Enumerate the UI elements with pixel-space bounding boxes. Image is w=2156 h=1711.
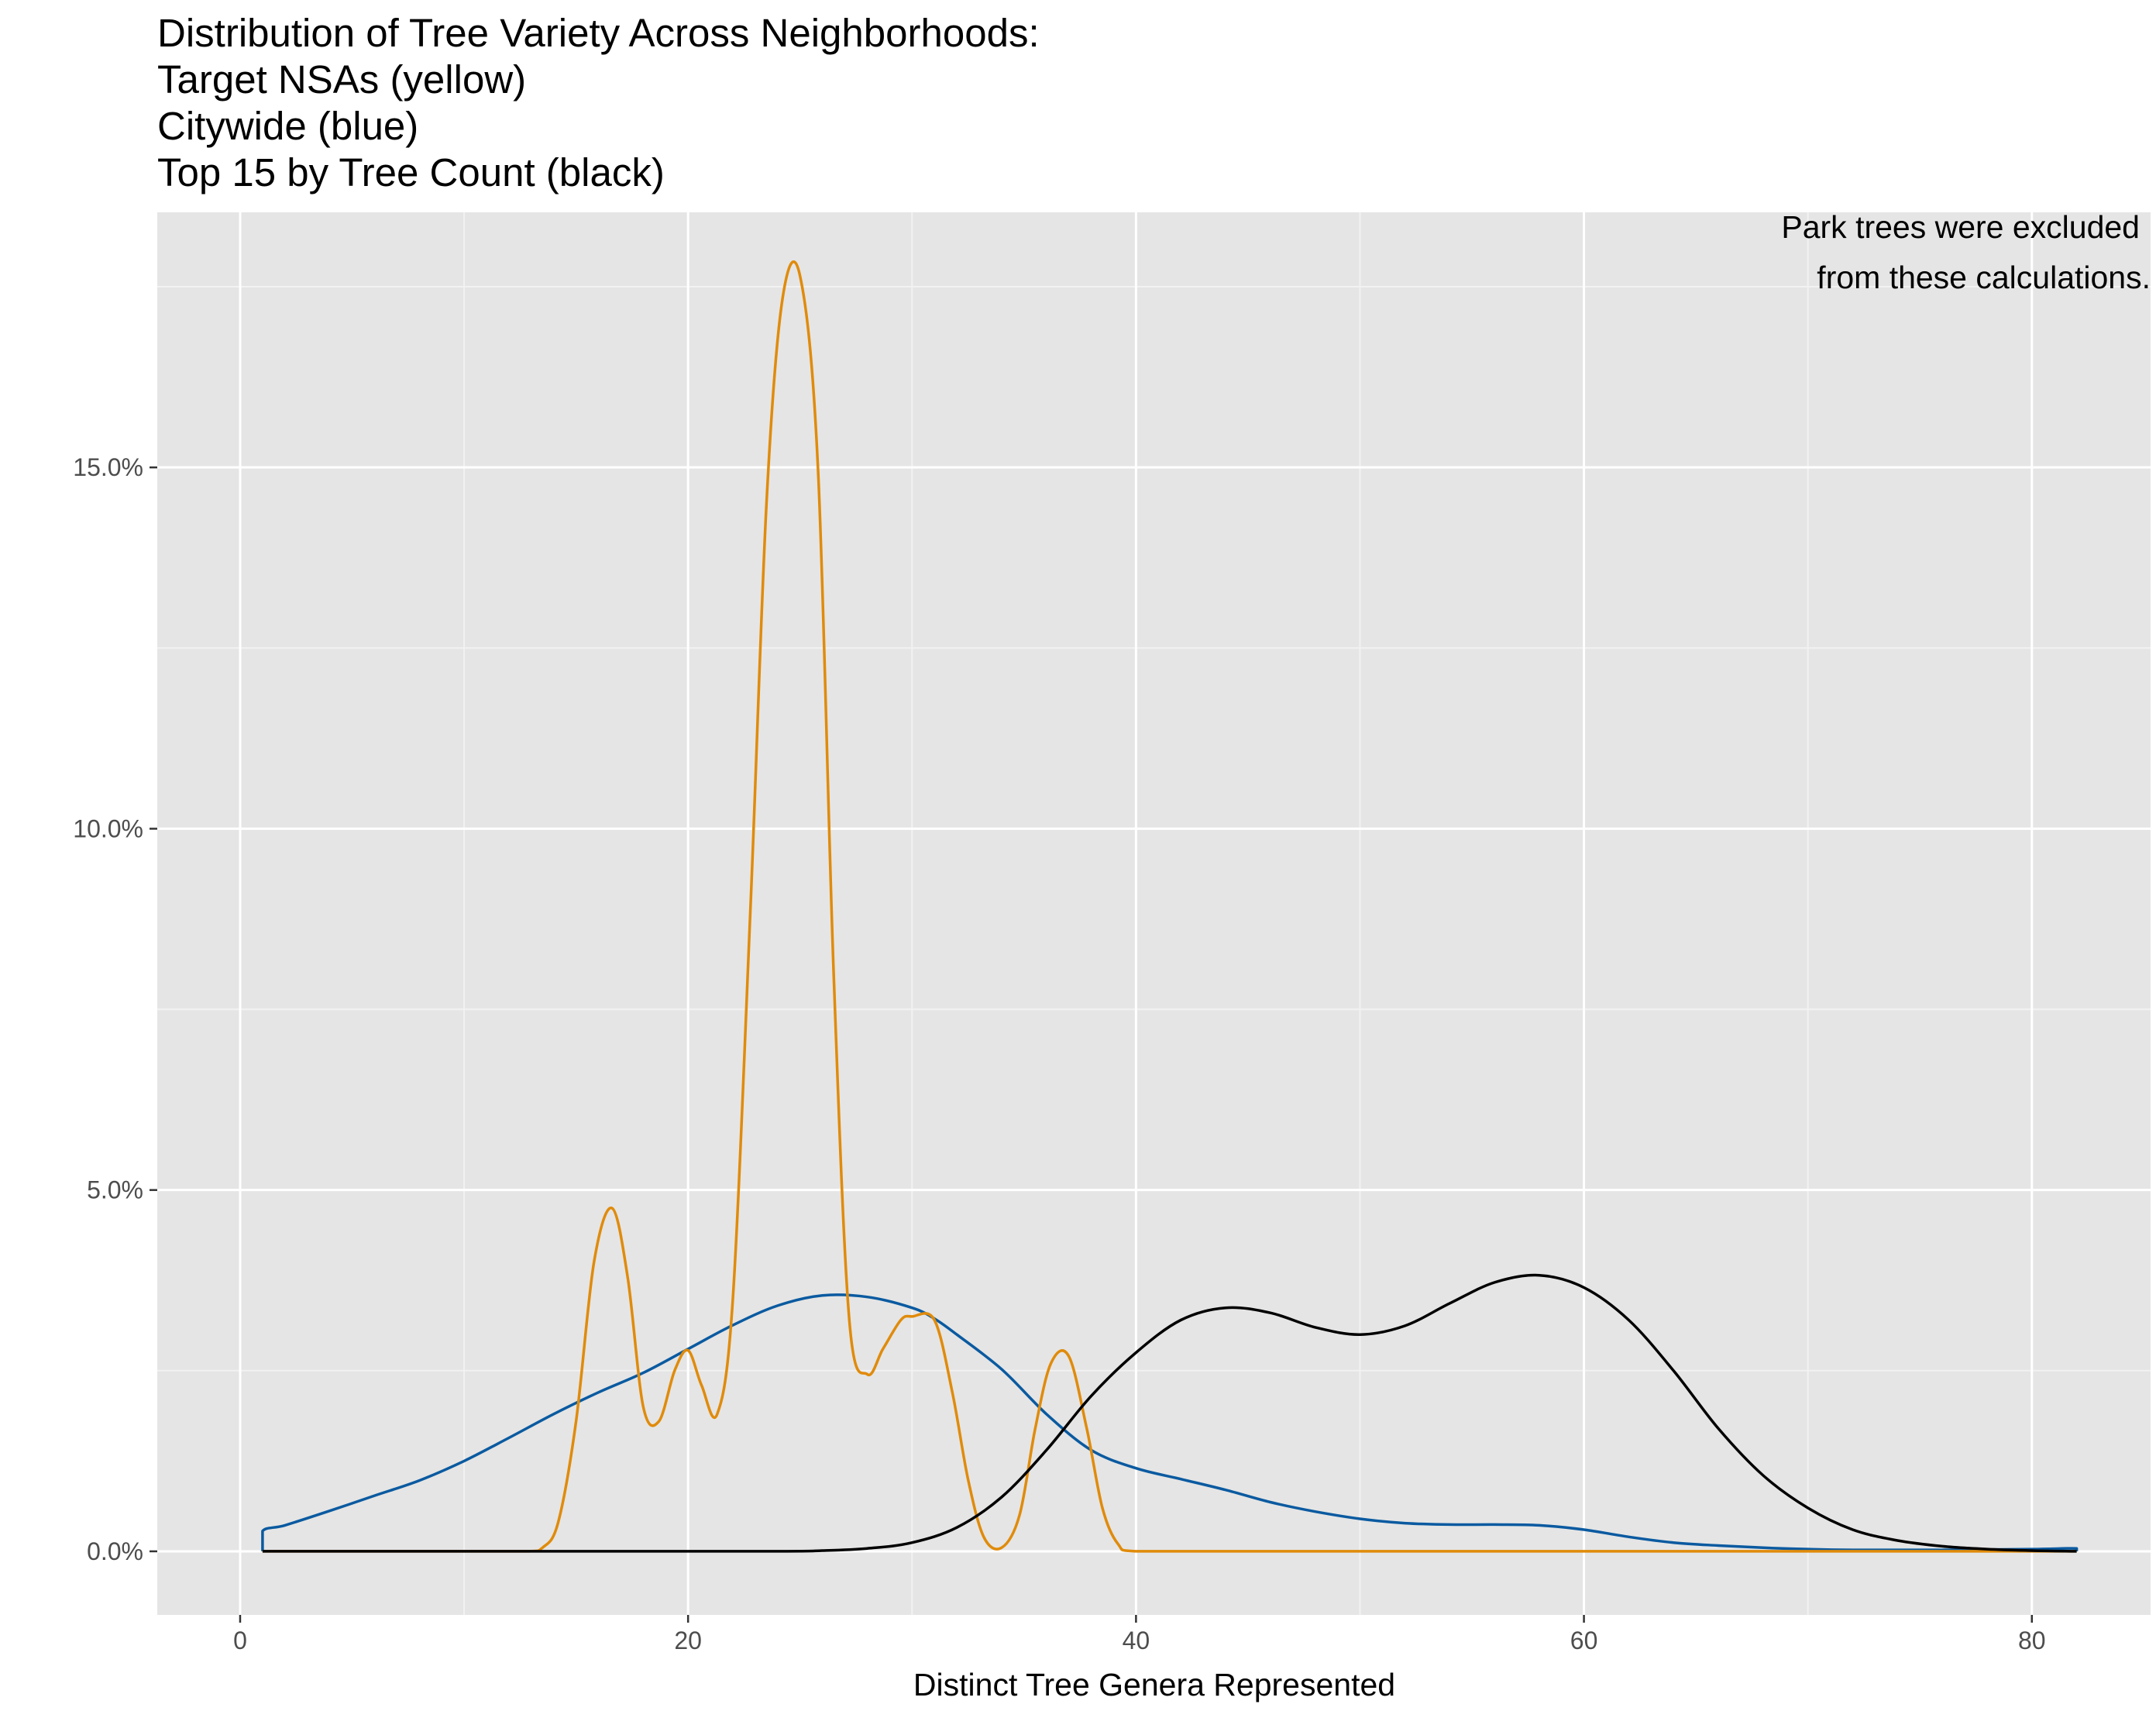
x-tick-label: 60 xyxy=(1570,1627,1598,1654)
density-series xyxy=(261,260,2079,1553)
y-tick-label: 5.0% xyxy=(87,1176,143,1204)
annotation-line: Park trees were excluded xyxy=(1781,209,2140,245)
x-tick-label: 80 xyxy=(2018,1627,2046,1654)
plot-panel xyxy=(157,212,2151,1615)
x-tick-label: 40 xyxy=(1123,1627,1150,1654)
chart-title: Distribution of Tree Variety Across Neig… xyxy=(157,11,1040,195)
y-axis: 0.0% 5.0% 10.0% 15.0% xyxy=(73,453,157,1565)
minor-gridlines xyxy=(157,212,2151,1615)
annotation-line: from these calculations. xyxy=(1817,260,2151,295)
title-line: Top 15 by Tree Count (black) xyxy=(157,150,665,195)
x-axis-title: Distinct Tree Genera Represented xyxy=(913,1667,1395,1702)
density-line-1 xyxy=(262,260,2077,1553)
title-line: Citywide (blue) xyxy=(157,104,418,148)
title-line: Distribution of Tree Variety Across Neig… xyxy=(157,11,1040,55)
density-line-0 xyxy=(261,1293,2079,1551)
y-tick-label: 0.0% xyxy=(87,1537,143,1565)
y-tick-label: 10.0% xyxy=(73,814,143,842)
y-tick-label: 15.0% xyxy=(73,453,143,481)
title-line: Target NSAs (yellow) xyxy=(157,57,526,102)
x-tick-label: 20 xyxy=(674,1627,702,1654)
x-axis: 0 20 40 60 80 xyxy=(233,1615,2046,1654)
x-tick-label: 0 xyxy=(233,1627,247,1654)
annotation: Park trees were excluded from these calc… xyxy=(1781,209,2151,295)
density-line-2 xyxy=(262,1273,2077,1553)
